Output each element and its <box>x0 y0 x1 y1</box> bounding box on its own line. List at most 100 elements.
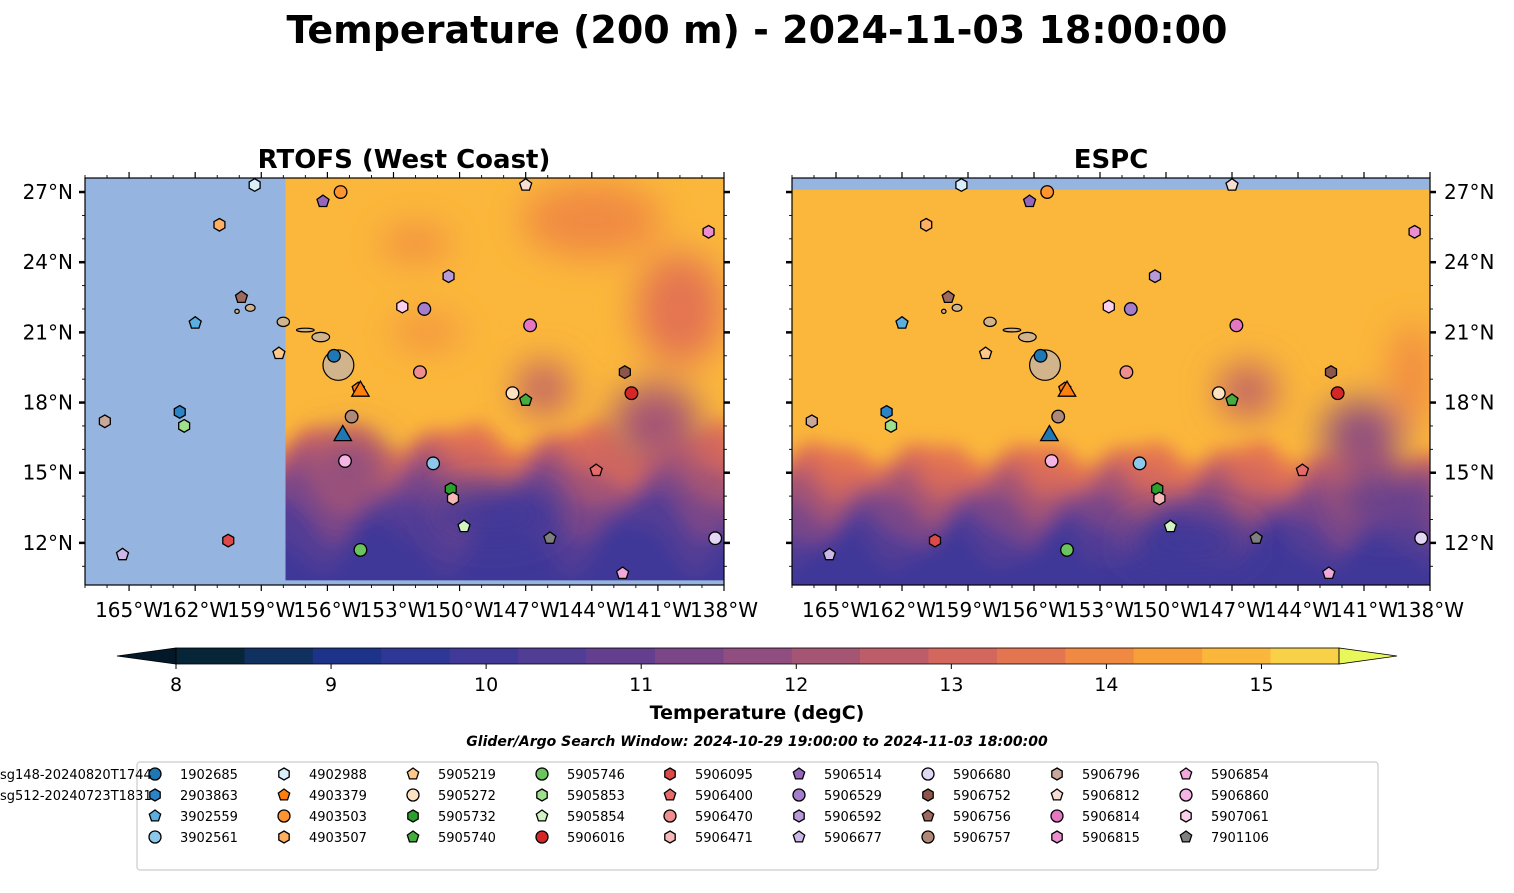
legend-item-5905746: 5905746 <box>535 767 625 783</box>
legend-marker <box>1051 767 1063 781</box>
legend-label: 5905854 <box>567 810 625 825</box>
eddy <box>309 435 390 501</box>
legend-label: 5906592 <box>824 810 882 825</box>
float-5906752 <box>1324 365 1338 380</box>
legend-item-5906796: 5906796 <box>1051 767 1140 783</box>
legend-marker <box>536 788 548 802</box>
legend-label: 5906400 <box>695 789 753 804</box>
legend-label: 5905272 <box>438 789 496 804</box>
legend-item-2903863: 2903863 <box>149 788 238 804</box>
float-5906756 <box>234 290 249 304</box>
legend-marker <box>406 830 420 843</box>
lon-tick-label: 153°W <box>360 598 428 622</box>
legend-marker <box>663 788 677 801</box>
legend-item-5906471: 5906471 <box>664 830 753 846</box>
eddy <box>1337 472 1430 529</box>
legend-marker <box>1051 830 1063 844</box>
island-oahu <box>276 316 291 328</box>
float-5906815 <box>702 224 715 239</box>
colorbar-segment <box>449 648 519 664</box>
legend-label: 5906756 <box>953 810 1011 825</box>
float-5906860 <box>1044 454 1059 468</box>
colorbar-tick-label: 9 <box>325 674 337 696</box>
float-4903507 <box>213 217 226 232</box>
float-4903503 <box>333 185 348 199</box>
legend-label: 5906752 <box>953 789 1011 804</box>
lon-tick-label: 162°W <box>868 598 936 622</box>
field-band <box>792 522 1430 585</box>
map-panel-rtofs: RTOFS (West Coast) 165°W162°W159°W156°W1… <box>23 145 759 622</box>
float-2903863 <box>880 404 893 419</box>
legend-marker <box>406 767 420 780</box>
float-5905219 <box>978 346 993 360</box>
lon-tick-label: 150°W <box>426 598 494 622</box>
legend-marker <box>278 830 290 844</box>
eddy <box>1218 365 1276 417</box>
legend-label: 2903863 <box>180 789 238 804</box>
float-5906471 <box>1153 491 1166 506</box>
legend-item-5905219: 5905219 <box>406 767 496 783</box>
float-5906756 <box>941 290 955 304</box>
legend-item-5906400: 5906400 <box>663 788 753 804</box>
eddy <box>1322 400 1402 471</box>
float-3902561 <box>426 456 441 471</box>
legend-label: 5906757 <box>953 831 1011 846</box>
float-5906680 <box>1414 531 1429 546</box>
colorbar-over-arrow <box>1338 647 1398 665</box>
legend-marker <box>535 809 549 822</box>
legend-frame <box>136 761 1379 871</box>
legend-marker <box>1050 809 1064 823</box>
legend-label: 5906815 <box>1082 831 1140 846</box>
legend-marker <box>921 809 935 822</box>
colorbar-segment <box>176 648 246 664</box>
legend-label: 5906860 <box>1211 789 1269 804</box>
lon-tick-label: 159°W <box>227 598 295 622</box>
lon-tick-label: 150°W <box>1132 598 1200 622</box>
lon-tick-label: 165°W <box>802 598 870 622</box>
legend-label: sg148-20240820T1744 <box>0 768 152 783</box>
legend-item-7901106: 7901106 <box>1179 830 1269 846</box>
legend-item-3902561: 3902561 <box>148 830 238 846</box>
legend-label: 5905746 <box>567 768 625 783</box>
float-5905740 <box>1225 393 1239 406</box>
field-bands <box>792 439 1430 585</box>
float-5906592 <box>1148 269 1162 284</box>
legend-marker <box>921 830 935 844</box>
no-data-mask <box>285 580 724 585</box>
float-1902685 <box>327 348 341 363</box>
no-data-mask <box>792 178 1430 190</box>
legend-item-5906514: 5906514 <box>792 767 882 783</box>
float-5905272 <box>1211 386 1226 401</box>
float-5905746 <box>1060 542 1074 557</box>
search-window-caption: Glider/Argo Search Window: 2024-10-29 19… <box>466 734 1048 750</box>
legend-label: 5906680 <box>953 768 1011 783</box>
legend-label: 5905740 <box>438 831 496 846</box>
legend-item-4903379: 4903379 <box>277 788 367 804</box>
float-5905746 <box>353 542 368 557</box>
float-5906470 <box>1119 365 1134 380</box>
lon-tick-label: 138°W <box>690 598 758 622</box>
legend-label: 5906812 <box>1082 789 1140 804</box>
colorbar-tick-label: 15 <box>1249 674 1273 696</box>
lon-tick-label: 141°W <box>1330 598 1398 622</box>
float-5906400 <box>589 463 603 477</box>
float-5906016 <box>624 386 639 401</box>
float-5905854 <box>1163 519 1178 533</box>
markers-layer <box>98 178 723 580</box>
legend-label: 5906814 <box>1082 810 1140 825</box>
lat-tick-label: 12°N <box>23 531 73 555</box>
legend-item-5906757: 5906757 <box>921 830 1011 846</box>
colorbar-label: Temperature (degC) <box>650 702 865 724</box>
float-3902561 <box>1132 456 1147 471</box>
lat-tick-label: 24°N <box>23 250 73 274</box>
legend-marker <box>921 767 935 781</box>
colorbar-segment <box>518 648 588 664</box>
float-5906677 <box>115 547 130 561</box>
float-5906470 <box>412 365 427 380</box>
eddy <box>391 318 462 347</box>
colorbar-segment <box>860 648 930 664</box>
legend-marker <box>663 809 677 823</box>
panel-title: RTOFS (West Coast) <box>258 145 551 175</box>
legend-item-5906756: 5906756 <box>921 809 1011 825</box>
float-5906514 <box>1022 194 1037 208</box>
